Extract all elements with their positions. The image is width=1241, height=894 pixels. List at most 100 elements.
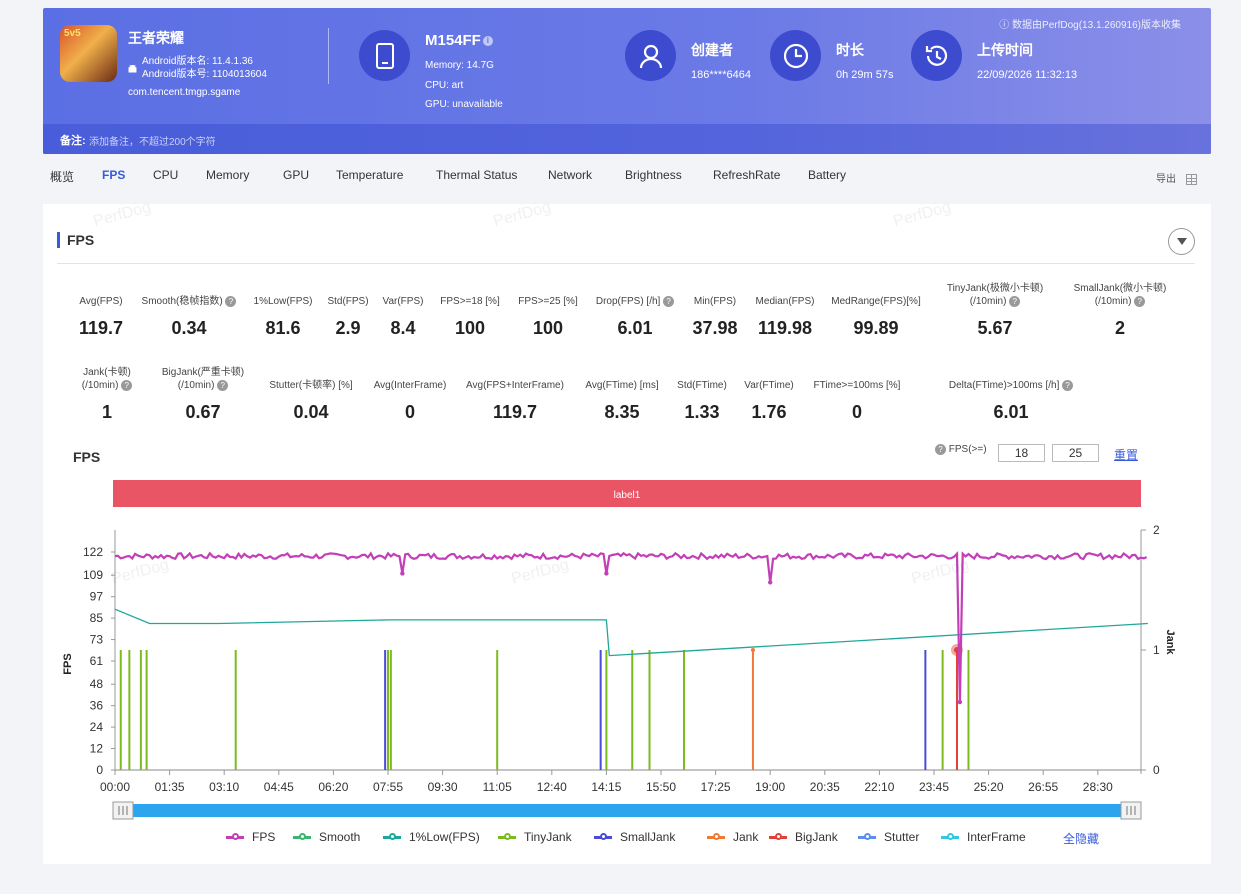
source-note: ⓘ 数据由PerfDog(13.1.260916)版本收集 [999,20,1181,31]
y-tick-label: 85 [90,611,104,625]
watermark: PerfDog [110,556,171,588]
help-icon[interactable]: ? [663,295,675,307]
legend-item-stutter[interactable]: Stutter [858,830,919,844]
series-1pct-low [114,608,1148,657]
legend-item-smooth[interactable]: Smooth [293,830,360,844]
export-button[interactable]: 导出 [1156,170,1197,185]
y-tick-label: 122 [83,545,103,559]
reset-button[interactable]: 重置 [1114,448,1139,462]
metric-label: Avg(FPS+InterFrame) [466,380,564,391]
clock-icon [770,30,821,81]
legend-item-1-low-fps-[interactable]: 1%Low(FPS) [383,830,480,844]
x-tick-label: 11:05 [483,780,512,794]
jank-point [750,648,755,652]
fps-threshold-input-1[interactable]: 18 [998,444,1045,462]
collapse-button[interactable] [1168,228,1195,255]
tab-memory[interactable]: Memory [206,168,250,182]
x-tick-label: 28:30 [1083,780,1113,794]
tab-overview[interactable]: 概览 [50,170,75,184]
metric-row1-9: Median(FPS) 119.98 [705,295,865,339]
section-divider [57,263,1195,264]
fps-dip-point [604,571,609,576]
app-package: com.tencent.tmgp.sgame [128,87,241,98]
y2-tick-label: 1 [1153,643,1160,657]
metric-row2-5: Avg(FTime) [ms] 8.35 [542,379,702,423]
info-icon[interactable]: i [482,36,493,47]
chart-title: FPS [73,449,101,465]
tab-cpu[interactable]: CPU [153,168,179,182]
metric-row2-8: FTime>=100ms [%] 0 [777,379,937,423]
metric-value: 119.98 [757,318,813,338]
creator-title: 创建者 [691,42,733,58]
legend-item-bigjank[interactable]: BigJank [769,830,838,844]
device-name: M154FF i [425,32,493,49]
metric-row1-3: Std(FPS) 2.9 [268,295,428,339]
header-divider [328,28,329,84]
legend-swatch [293,832,311,840]
metric-value: 37.98 [692,318,738,338]
tab-thermal-status[interactable]: Thermal Status [436,168,518,182]
tab-battery[interactable]: Battery [808,168,847,182]
fps-dip-point [400,571,405,576]
legend-swatch [383,832,401,840]
tab-brightness[interactable]: Brightness [625,168,682,182]
legend-item-interframe[interactable]: InterFrame [941,830,1026,844]
metric-label: Delta(FTime)>100ms [/h] ? [931,379,1091,392]
user-icon [625,30,676,81]
legend-swatch [498,832,516,840]
tab-network[interactable]: Network [548,168,593,182]
help-icon[interactable]: ? [935,444,946,455]
legend-item-jank[interactable]: Jank [707,830,758,844]
note-label: 备注: [60,135,86,147]
chevron-down-icon [1176,238,1187,245]
y-tick-label: 12 [90,742,104,756]
help-icon[interactable]: ? [121,379,133,391]
creator-value: 186****6464 [691,69,751,81]
note-input[interactable]: 添加备注，不超过200个字符 [89,137,216,148]
hide-all-button[interactable]: 全隐藏 [1063,832,1100,846]
table-icon[interactable] [1186,173,1197,185]
tab-temperature[interactable]: Temperature [336,168,404,182]
legend-item-tinyjank[interactable]: TinyJank [498,830,572,844]
metric-row2-4: Avg(FPS+InterFrame) 119.7 [435,379,595,423]
legend-label: Smooth [319,830,361,844]
metric-label: FPS>=18 [%] [440,296,500,307]
metric-value: 1.76 [751,402,787,422]
tab-gpu[interactable]: GPU [283,168,310,182]
x-tick-label: 03:10 [209,780,239,794]
legend-label: TinyJank [524,830,572,844]
duration-title: 时长 [836,42,864,58]
legend-item-smalljank[interactable]: SmallJank [594,830,675,844]
watermark: PerfDog [891,198,953,231]
fps-threshold-input-2[interactable]: 25 [1052,444,1099,462]
x-tick-label: 14:15 [591,780,621,794]
metric-row2-6: Std(FTime) 1.33 [622,379,782,423]
help-icon[interactable]: ? [225,295,237,307]
note-bar[interactable]: 备注: 添加备注，不超过200个字符 [43,124,1211,154]
x-tick-label: 07:55 [373,780,403,794]
tab-refreshrate[interactable]: RefreshRate [713,168,781,182]
watermark: PerfDog [91,198,153,231]
x-tick-label: 01:35 [155,780,185,794]
help-icon[interactable]: ? [1062,379,1074,391]
metric-row1-7: Drop(FPS) [/h] ? 6.01 [555,295,715,339]
metric-label: Std(FPS) [327,296,369,307]
metric-value: 8.35 [604,402,640,422]
help-icon[interactable]: ? [217,379,229,391]
metric-label: Min(FPS) [693,296,737,307]
tab-fps[interactable]: FPS [102,168,126,182]
metric-label: Drop(FPS) [/h] ? [555,295,715,308]
x-tick-label: 22:10 [864,780,894,794]
help-icon[interactable]: ? [1134,295,1146,307]
y-tick-label: 36 [90,699,104,713]
x-tick-label: 19:00 [755,780,785,794]
metric-label: Avg(FPS) [79,296,123,307]
metric-label: Std(FTime) [677,380,727,391]
fps-panel: PerfDog PerfDog PerfDog FPS Avg(FPS) 119.… [43,199,1211,864]
legend-item-fps[interactable]: FPS [226,830,275,844]
fps-chart[interactable]: label1 122 109 97 85 73 61 48 36 24 12 0 2 1 0 FPS Jank 0… [43,474,1211,894]
x-tick-label: 17:25 [701,780,731,794]
metric-value: 8.4 [390,318,416,338]
help-icon[interactable]: ? [1009,295,1021,307]
metric-value: 0.04 [293,402,329,422]
